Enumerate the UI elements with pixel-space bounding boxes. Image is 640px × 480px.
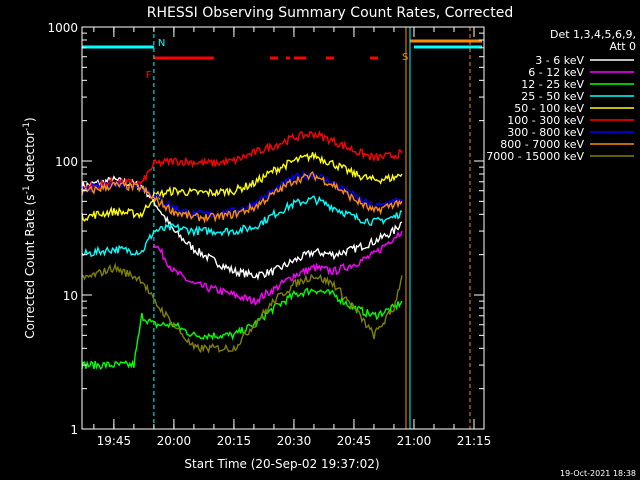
legend-label: 7000 - 15000 keV	[486, 150, 584, 163]
y-axis-label-mid: detector	[23, 131, 37, 186]
x-tick-label: 20:30	[277, 434, 312, 448]
y-tick-label: 10	[63, 289, 78, 303]
legend-label: 3 - 6 keV	[535, 54, 584, 67]
timestamp: 19-Oct-2021 18:38	[560, 469, 636, 478]
x-axis-label: Start Time (20-Sep-02 19:37:02)	[184, 457, 379, 471]
chart-title: RHESSI Observing Summary Count Rates, Co…	[147, 5, 513, 21]
x-ticks: 19:45 20:00 20:15 20:30 20:45 21:00 21:15	[93, 27, 492, 448]
series-line	[81, 170, 403, 224]
axes	[81, 26, 485, 430]
series-line	[81, 287, 403, 370]
x-tick-label: 21:00	[397, 434, 432, 448]
series-line	[81, 169, 403, 219]
series-line	[153, 230, 403, 307]
plot-area: N S F	[81, 27, 482, 429]
y-tick-label: 100	[55, 155, 78, 169]
y-axis-label: Corrected Count Rate (s-1 detector-1)	[22, 117, 37, 338]
legend-header-line1: Det 1,3,4,5,6,9,	[550, 28, 636, 41]
annotation-label: F	[146, 70, 152, 81]
series-line	[81, 262, 403, 354]
y-tick-label: 1000	[47, 21, 78, 35]
plot-frame	[81, 26, 485, 430]
legend-label: 300 - 800 keV	[507, 126, 584, 139]
y-axis-label-sup1: -1	[22, 185, 32, 194]
legend-label: 25 - 50 keV	[521, 90, 584, 103]
y-axis-label-end: )	[23, 117, 37, 122]
legend-label: 800 - 7000 keV	[500, 138, 584, 151]
x-tick-label: 20:45	[337, 434, 372, 448]
x-tick-label: 20:15	[217, 434, 252, 448]
series-line	[81, 195, 403, 258]
y-ticks: 1 10 100 1000	[47, 21, 484, 437]
x-tick-label: 19:45	[97, 434, 132, 448]
annotation-label: N	[158, 38, 165, 49]
legend-label: 6 - 12 keV	[528, 66, 584, 79]
annotation-label: S	[402, 52, 408, 63]
y-axis-label-main: Corrected Count Rate (s	[23, 194, 37, 338]
legend-header-line2: Att 0	[610, 40, 636, 53]
series-line	[81, 151, 403, 222]
legend-label: 12 - 25 keV	[521, 78, 584, 91]
y-tick-label: 1	[70, 423, 78, 437]
legend-label: 100 - 300 keV	[507, 114, 584, 127]
series-line	[81, 130, 403, 193]
x-tick-label: 21:15	[457, 434, 492, 448]
x-tick-label: 20:00	[157, 434, 192, 448]
legend-label: 50 - 100 keV	[514, 102, 584, 115]
y-axis-label-sup2: -1	[22, 122, 32, 131]
